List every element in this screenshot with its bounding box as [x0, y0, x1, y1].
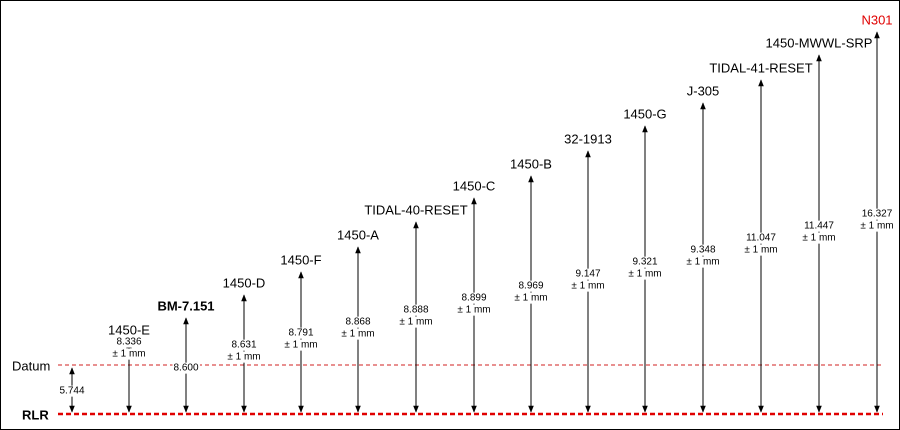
item-label: TIDAL-40-RESET: [364, 202, 467, 217]
item-tolerance: ± 1 mm: [284, 340, 317, 351]
baseline-label: RLR: [22, 407, 49, 422]
datum-label: Datum: [12, 358, 50, 373]
item-tolerance: ± 1 mm: [112, 349, 145, 360]
item-label: 1450-B: [510, 156, 552, 171]
item-tolerance: ± 1 mm: [399, 317, 432, 328]
text-bg: [574, 268, 602, 280]
item-value: 9.348: [690, 245, 715, 256]
item-label: 1450-MWWL-SRP: [766, 35, 873, 50]
item-label: J-305: [687, 83, 720, 98]
item-tolerance: ± 1 mm: [744, 245, 777, 256]
item-tolerance: ± 1 mm: [571, 281, 604, 292]
text-bg: [801, 232, 837, 244]
item-tolerance: ± 1 mm: [860, 221, 893, 232]
text-bg: [402, 304, 430, 316]
item-value: 8.791: [288, 328, 313, 339]
item-label: 32-1913: [564, 131, 612, 146]
item-label: 1450-F: [280, 252, 321, 267]
item-value: 11.047: [746, 233, 776, 244]
text-bg: [627, 268, 663, 280]
item-label: TIDAL-41-RESET: [709, 60, 812, 75]
text-bg: [513, 292, 549, 304]
item-tolerance: ± 1 mm: [341, 329, 374, 340]
item-label: 1450-E: [108, 322, 150, 337]
item-value: 8.969: [518, 281, 543, 292]
text-bg: [685, 256, 721, 268]
item-tolerance: ± 1 mm: [686, 257, 719, 268]
text-bg: [344, 316, 372, 328]
text-bg: [745, 232, 778, 244]
item-value: 16.327: [862, 209, 893, 220]
item-tolerance: ± 1 mm: [514, 293, 547, 304]
item-tolerance: ± 1 mm: [628, 269, 661, 280]
item-value: 11.447: [804, 221, 834, 232]
text-bg: [230, 339, 258, 351]
text-bg: [517, 280, 545, 292]
text-bg: [689, 244, 717, 256]
text-bg: [743, 244, 779, 256]
text-bg: [226, 351, 262, 363]
item-label: 1450-A: [337, 227, 379, 242]
item-value: 9.321: [632, 257, 657, 268]
item-value: 8.899: [461, 293, 486, 304]
item-label: N301: [861, 12, 892, 27]
item-label: 1450-G: [623, 106, 666, 121]
item-label: 1450-D: [223, 275, 266, 290]
text-bg: [287, 327, 315, 339]
item-value: 9.147: [575, 269, 600, 280]
text-bg: [460, 292, 488, 304]
item-label: 1450-C: [453, 178, 496, 193]
text-bg: [859, 220, 895, 232]
text-bg: [340, 328, 376, 340]
item-tolerance: ± 1 mm: [457, 305, 490, 316]
text-bg: [58, 385, 86, 397]
text-bg: [398, 316, 434, 328]
text-bg: [172, 362, 200, 374]
text-bg: [283, 339, 319, 351]
item-value: 8.888: [403, 305, 428, 316]
text-bg: [631, 256, 659, 268]
text-bg: [570, 280, 606, 292]
item-value: 8.868: [345, 317, 370, 328]
text-bg: [456, 304, 492, 316]
item-value: 8.336: [116, 337, 141, 348]
datum-value: 5.744: [59, 386, 84, 397]
text-bg: [803, 220, 836, 232]
item-label: BM-7.151: [157, 298, 214, 313]
item-tolerance: ± 1 mm: [802, 233, 835, 244]
item-value: 8.631: [231, 340, 256, 351]
item-value: 8.600: [173, 363, 198, 374]
text-bg: [115, 336, 143, 348]
text-bg: [860, 208, 894, 220]
text-bg: [111, 348, 147, 360]
item-tolerance: ± 1 mm: [227, 352, 260, 363]
